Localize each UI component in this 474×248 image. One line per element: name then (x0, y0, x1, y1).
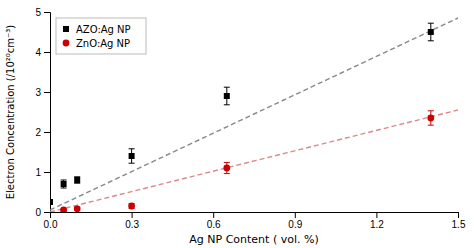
error-bar-cap (428, 125, 434, 126)
point (428, 29, 434, 35)
x-axis-tick: 0.9 (288, 212, 302, 230)
error-bar-cap (224, 162, 230, 163)
point (128, 203, 135, 210)
y-axis-tick-mark (44, 92, 50, 93)
x-axis: 0.0 0.3 0.6 0.9 1.2 1.5 (44, 212, 466, 230)
error-bar (61, 180, 67, 188)
point (61, 181, 67, 187)
point (224, 93, 230, 99)
y-axis-tick-mark (44, 212, 50, 213)
y-axis-tick: 5 (35, 7, 50, 18)
point (129, 153, 135, 159)
y-axis-tick-label: 2 (35, 127, 41, 138)
error-bar (224, 162, 230, 173)
error-bar (428, 111, 434, 125)
x-axis-tick: 0.6 (207, 212, 221, 230)
x-axis-tick-label: 1.2 (370, 219, 384, 230)
y-axis-tick-label: 4 (35, 47, 41, 58)
error-bar (129, 149, 135, 163)
y-axis-tick-label: 3 (35, 87, 41, 98)
error-bar (129, 204, 135, 209)
y-axis-tick: 0 (35, 207, 50, 218)
error-bar (224, 87, 230, 105)
error-bar (50, 200, 53, 204)
x-axis-tick-mark (458, 212, 459, 218)
x-axis-tick: 0.0 (44, 212, 58, 230)
x-axis-title: Ag NP Content ( vol. %) (189, 233, 318, 246)
x-axis-tick-label: 1.5 (452, 219, 466, 230)
point (50, 199, 53, 205)
x-axis-tick-label: 0.3 (125, 219, 139, 230)
plot-area (50, 18, 458, 212)
chart: 0.0 0.3 0.6 0.9 1.2 1.5 0 1 2 3 4 5 Ag NP Content ( … (0, 0, 474, 248)
y-axis-tick: 2 (35, 127, 50, 138)
error-bar-cap (428, 40, 434, 41)
y-axis-tick-label: 1 (35, 167, 41, 178)
y-axis-tick: 4 (35, 47, 50, 58)
y-axis-tick: 3 (35, 87, 50, 98)
x-axis-tick-mark (132, 212, 133, 218)
y-axis-tick: 1 (35, 167, 50, 178)
y-axis-title: Electron Concentration (/10²⁰cm⁻³) (5, 25, 16, 200)
legend-label: ZnO:Ag NP (76, 38, 130, 49)
error-bar-cap (61, 180, 67, 181)
y-axis-tick-label: 5 (35, 7, 41, 18)
x-axis-tick-label: 0.6 (207, 219, 221, 230)
x-axis-tick-mark (376, 212, 377, 218)
error-bar-cap (224, 87, 230, 88)
legend-box (56, 18, 146, 54)
error-bar-cap (428, 23, 434, 24)
x-axis-tick-mark (295, 212, 296, 218)
error-bar (428, 23, 434, 41)
point (74, 205, 81, 212)
x-axis-line (51, 213, 459, 219)
point (60, 207, 67, 212)
y-axis-line (44, 13, 51, 213)
point (223, 165, 230, 172)
error-bar-cap (129, 148, 135, 149)
error-bar (74, 177, 80, 183)
x-axis-tick-mark (213, 212, 214, 218)
error-bar-cap (129, 163, 135, 164)
legend-symbol (63, 40, 70, 47)
error-bar-cap (61, 188, 67, 189)
y-axis-tick-mark (44, 52, 50, 53)
error-bar-cap (428, 110, 434, 111)
point (427, 115, 434, 122)
error-bar-cap (224, 104, 230, 105)
y-axis-tick-label: 0 (35, 207, 41, 218)
fit-line (50, 18, 458, 210)
point (74, 177, 80, 183)
y-axis-tick-mark (44, 172, 50, 173)
error-bar-cap (224, 173, 230, 174)
y-axis-tick-mark (44, 132, 50, 133)
x-axis-tick-label: 0.0 (44, 219, 58, 230)
legend-symbol (63, 26, 69, 32)
series (60, 111, 434, 212)
y-axis: 0 1 2 3 4 5 (35, 7, 50, 218)
x-axis-tick: 0.3 (125, 212, 139, 230)
fit-line (50, 110, 458, 212)
legend-label: AZO:Ag NP (76, 24, 131, 35)
x-axis-tick: 1.2 (370, 212, 384, 230)
y-axis-tick-mark (44, 12, 50, 13)
x-axis-tick: 1.5 (452, 212, 466, 230)
x-axis-tick-label: 0.9 (288, 219, 302, 230)
legend: AZO:Ag NP ZnO:Ag NP (56, 18, 146, 54)
